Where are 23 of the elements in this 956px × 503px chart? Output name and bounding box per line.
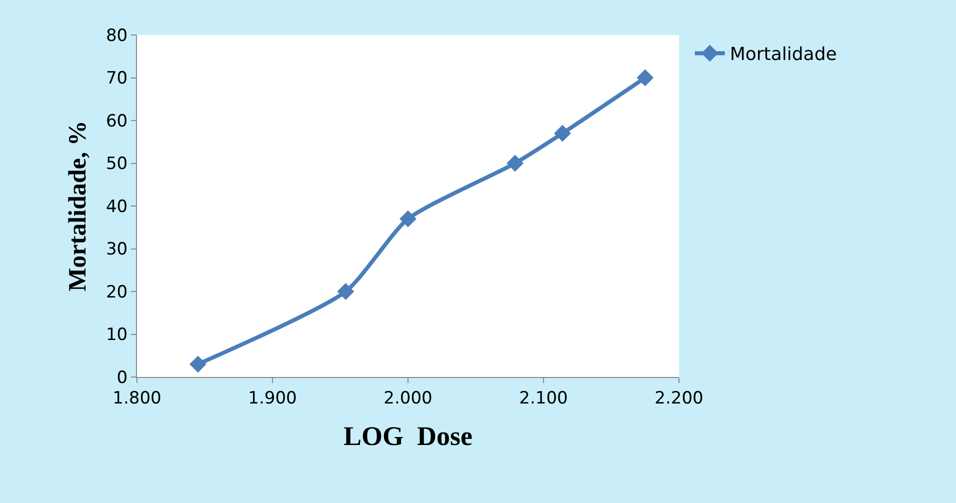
y-tick-label: 20	[106, 282, 128, 302]
y-tick-label: 60	[106, 111, 128, 132]
y-tick-label: 40	[106, 196, 128, 217]
y-tick-label: 50	[106, 154, 128, 174]
y-tick-label: 30	[106, 240, 128, 260]
y-tick-label: 10	[106, 325, 128, 346]
point	[337, 283, 354, 300]
point	[190, 356, 206, 373]
point	[506, 154, 524, 172]
x-tick-label: 1.800	[112, 388, 162, 408]
x-tick-label: 2.000	[384, 388, 432, 408]
y-axis-title: Mortalidade, %	[64, 120, 92, 292]
x-tick-label: 1.900	[248, 388, 297, 408]
y-tick-label: 0	[116, 368, 128, 388]
x-tick-label: 2.100	[519, 388, 568, 408]
point	[636, 69, 654, 86]
y-tick-label: 70	[106, 68, 128, 89]
x-tick-label: 2.200	[654, 388, 704, 408]
point	[554, 124, 571, 142]
x-axis-title: LOG Dose	[343, 420, 473, 451]
point	[400, 210, 416, 228]
y-tick-label: 80	[106, 26, 128, 46]
legend-label: Mortalidade	[730, 44, 837, 66]
